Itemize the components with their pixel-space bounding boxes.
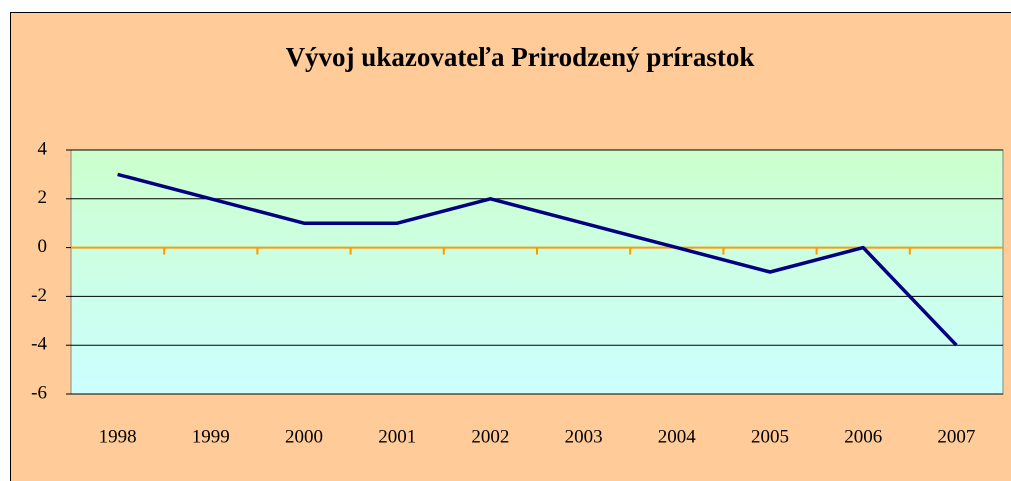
line-series xyxy=(117,172,958,347)
y-tick-label: 0 xyxy=(38,236,48,257)
y-tick-label: -2 xyxy=(31,285,47,306)
y-tick-label: 4 xyxy=(38,138,48,159)
x-tick-label: 1999 xyxy=(192,426,230,447)
x-tick-label: 2000 xyxy=(285,426,323,447)
x-tick-label: 2003 xyxy=(565,426,603,447)
x-tick-label: 2002 xyxy=(471,426,509,447)
y-tick-label: -4 xyxy=(31,334,47,355)
x-tick-label: 2007 xyxy=(937,426,975,447)
x-tick-label: 2001 xyxy=(378,426,416,447)
y-tick-label: 2 xyxy=(38,187,48,208)
chart-title: Vývoj ukazovateľa Prirodzený prírastok xyxy=(286,42,755,72)
x-tick-label: 1998 xyxy=(99,426,137,447)
plot-area xyxy=(70,149,1004,395)
x-tick-label: 2006 xyxy=(844,426,882,447)
x-tick-label: 2004 xyxy=(658,426,697,447)
y-tick-label: -6 xyxy=(31,382,47,403)
x-tick-label: 2005 xyxy=(751,426,789,447)
